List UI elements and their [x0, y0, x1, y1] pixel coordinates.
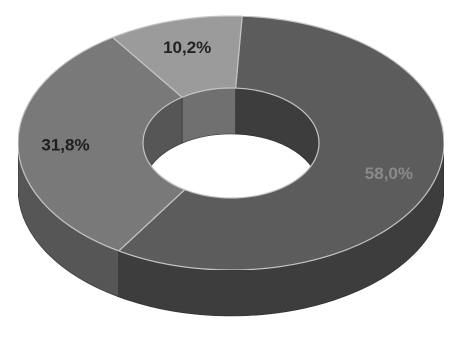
donut-slice-0: [117, 15, 445, 271]
donut-slice-2: [111, 15, 243, 98]
donut-slice-1: [17, 36, 186, 252]
donut-top-faces: [17, 15, 445, 271]
slice-label-2: 10,2%: [163, 38, 211, 57]
donut-inner-wall-2-0: [181, 87, 236, 144]
donut-slice-labels: 58,0% 31,8% 10,2%: [41, 38, 413, 183]
donut-side-walls: [17, 87, 445, 317]
slice-label-1: 31,8%: [41, 136, 89, 155]
slice-label-0: 58,0%: [365, 164, 413, 183]
